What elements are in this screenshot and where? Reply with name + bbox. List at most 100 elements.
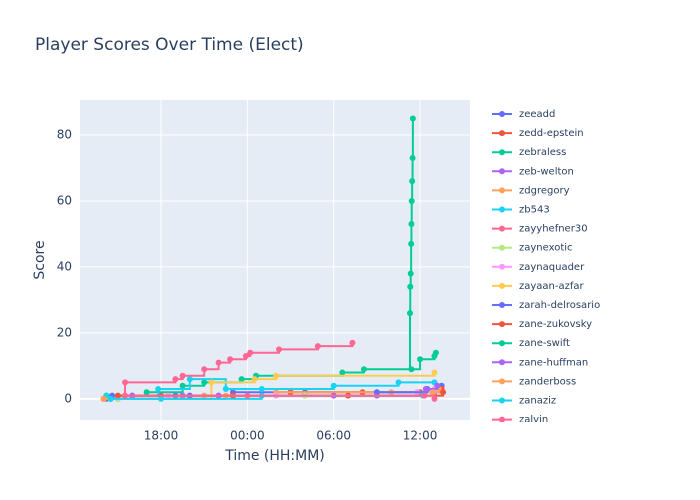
legend-marker: [499, 359, 505, 366]
data-point: [247, 349, 254, 356]
plot-area: [100, 115, 447, 402]
data-point: [407, 283, 414, 290]
data-point: [432, 349, 439, 356]
data-point: [158, 395, 165, 402]
data-point: [122, 392, 129, 399]
y-tick-label: 80: [57, 127, 72, 141]
data-point: [330, 382, 337, 389]
data-point: [339, 369, 346, 376]
legend-label: zarah-delrosario: [519, 300, 600, 311]
x-tick-label: 12:00: [403, 429, 438, 443]
x-tick-label: 06:00: [316, 429, 351, 443]
legend-label: zane-swift: [519, 338, 570, 349]
legend-label: zeeadd: [519, 109, 555, 120]
legend-marker: [499, 225, 505, 232]
data-point: [244, 392, 251, 399]
data-point: [179, 372, 186, 379]
x-tick-label: 18:00: [144, 429, 179, 443]
legend-marker: [499, 244, 505, 251]
y-tick-label: 60: [57, 193, 72, 207]
data-point: [208, 379, 215, 386]
data-point: [201, 379, 208, 386]
data-point: [100, 395, 107, 402]
y-axis-label: Score: [32, 240, 48, 279]
legend-marker: [499, 206, 505, 213]
data-point: [408, 240, 415, 247]
data-point: [395, 379, 402, 386]
legend-label: zedd-epstein: [519, 128, 584, 139]
data-point: [179, 382, 186, 389]
y-tick-label: 20: [57, 325, 72, 339]
data-point: [373, 389, 380, 396]
legend-marker: [499, 149, 505, 156]
plot-background: [80, 100, 470, 420]
data-point: [408, 197, 415, 204]
data-point: [434, 382, 441, 389]
legend-marker: [499, 378, 505, 385]
legend-marker: [499, 263, 505, 270]
x-tick-label: 00:00: [230, 429, 265, 443]
legend-label: zane-zukovsky: [519, 319, 592, 330]
legend-marker: [499, 282, 505, 289]
y-tick-label: 40: [57, 259, 72, 273]
data-point: [417, 356, 424, 363]
data-point: [430, 389, 437, 396]
x-axis-label: Time (HH:MM): [224, 448, 325, 464]
data-point: [409, 178, 416, 185]
legend-marker: [499, 397, 505, 404]
data-point: [186, 376, 193, 383]
legend-marker: [499, 187, 505, 194]
legend-marker: [499, 302, 505, 308]
data-point: [201, 366, 208, 373]
y-tick-label: 0: [64, 391, 72, 405]
legend-marker: [499, 321, 505, 328]
data-point: [408, 221, 415, 228]
data-point: [407, 270, 414, 277]
legend-label: zaynexotic: [519, 243, 573, 254]
data-point: [172, 376, 179, 383]
data-point: [155, 385, 162, 392]
legend-label: zanaziz: [519, 396, 556, 407]
data-point: [422, 385, 429, 392]
data-point: [143, 389, 150, 396]
legend-label: zdgregory: [519, 185, 570, 196]
legend-marker: [499, 130, 505, 137]
legend-marker: [499, 416, 505, 422]
data-point: [409, 155, 416, 162]
data-point: [251, 376, 258, 383]
legend-label: zeb-welton: [519, 166, 574, 177]
legend-label: zayyhefner30: [519, 224, 588, 235]
data-point: [431, 395, 438, 402]
legend-label: zebraless: [519, 147, 566, 158]
data-point: [227, 356, 234, 363]
legend-marker: [499, 111, 505, 117]
chart-title: Player Scores Over Time (Elect): [35, 35, 304, 55]
legend-label: zayaan-azfar: [519, 281, 585, 292]
data-point: [215, 359, 222, 366]
data-point: [242, 353, 249, 359]
data-point: [276, 346, 283, 353]
data-point: [431, 369, 438, 376]
data-point: [440, 389, 447, 396]
data-point: [114, 392, 121, 399]
data-point: [238, 376, 245, 383]
data-point: [408, 366, 415, 373]
data-point: [349, 339, 356, 346]
data-point: [222, 385, 229, 392]
legend-marker: [499, 340, 505, 347]
data-point: [107, 395, 114, 402]
legend-label: zalvin: [519, 415, 548, 426]
data-point: [406, 310, 413, 317]
data-point: [360, 366, 367, 373]
data-point: [314, 343, 321, 350]
data-point: [122, 379, 129, 386]
data-point: [409, 115, 416, 122]
legend: zeeadd zedd-epstein zebraless zeb-welton zdg…: [492, 109, 600, 426]
data-point: [258, 385, 265, 392]
legend-label: zaynaquader: [519, 262, 585, 273]
legend-label: zb543: [519, 205, 550, 216]
legend-label: zane-huffman: [519, 357, 588, 368]
data-point: [273, 372, 280, 379]
legend-label: zanderboss: [519, 376, 576, 387]
